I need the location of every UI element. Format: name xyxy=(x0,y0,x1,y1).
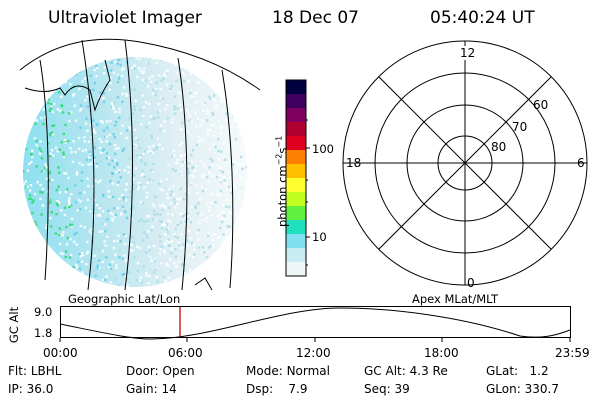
geographic-caption: Geographic Lat/Lon xyxy=(68,292,181,306)
polar-plot xyxy=(342,40,588,286)
colorbar-tick-100: 100 xyxy=(312,142,334,156)
colorbar-segment xyxy=(286,220,306,235)
gc-alt-axis-title: GC Alt xyxy=(7,306,21,344)
colorbar-segment xyxy=(286,122,306,137)
polar-label-18: 18 xyxy=(346,156,362,170)
status-glat: GLat: 1.2 xyxy=(486,364,549,378)
status-glon: GLon: 330.7 xyxy=(486,382,559,396)
polar-ring-70: 70 xyxy=(512,120,528,134)
time-tick-2359: 23:59 xyxy=(555,346,590,360)
colorbar xyxy=(285,79,310,277)
colorbar-segment xyxy=(286,178,306,193)
time-tick-0600: 06:00 xyxy=(168,346,203,360)
coastline xyxy=(19,38,261,291)
time-tick-0000: 00:00 xyxy=(43,346,78,360)
colorbar-segment xyxy=(286,248,306,263)
altitude-timeline xyxy=(59,306,571,342)
time-tick-1200: 12:00 xyxy=(296,346,331,360)
polar-label-6: 6 xyxy=(577,156,585,170)
polar-label-0: 0 xyxy=(467,276,475,290)
colorbar-unit: photon cm−2s−1 xyxy=(274,135,290,228)
colorbar-segment xyxy=(286,108,306,123)
status-ip: IP: 36.0 xyxy=(8,382,54,396)
colorbar-segment xyxy=(286,164,306,179)
status-dsp: Dsp: 7.9 xyxy=(246,382,308,396)
colorbar-segment xyxy=(286,262,306,277)
colorbar-segment xyxy=(286,192,306,207)
polar-ring-60: 60 xyxy=(533,98,549,112)
colorbar-segment xyxy=(286,150,306,165)
colorbar-segment xyxy=(286,234,306,249)
status-flt: Flt: LBHL xyxy=(8,364,62,378)
colorbar-segment xyxy=(286,206,306,221)
apex-caption: Apex MLat/MLT xyxy=(412,292,499,306)
status-gain: Gain: 14 xyxy=(126,382,177,396)
colorbar-segment xyxy=(286,94,306,109)
time-label: 05:40:24 UT xyxy=(430,8,535,28)
colorbar-segment xyxy=(286,136,306,151)
colorbar-segment xyxy=(286,80,306,95)
polar-ring-80: 80 xyxy=(491,140,507,154)
status-door: Door: Open xyxy=(126,364,195,378)
colorbar-tick-10: 10 xyxy=(312,230,327,244)
time-tick-1800: 18:00 xyxy=(424,346,459,360)
gc-alt-ymin: 1.8 xyxy=(34,326,53,340)
status-seq: Seq: 39 xyxy=(364,382,410,396)
instrument-title: Ultraviolet Imager xyxy=(48,8,202,28)
date-label: 18 Dec 07 xyxy=(272,8,359,28)
gc-alt-ymax: 9.0 xyxy=(34,305,53,319)
polar-label-12: 12 xyxy=(459,46,477,60)
longitude-lines xyxy=(39,39,234,291)
status-gc-alt: GC Alt: 4.3 Re xyxy=(364,364,448,378)
status-mode: Mode: Normal xyxy=(246,364,330,378)
